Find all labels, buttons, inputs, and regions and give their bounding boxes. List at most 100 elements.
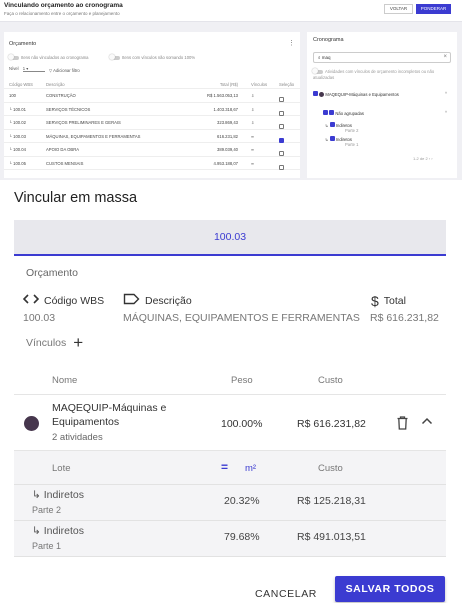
link-icon: ∞ (251, 147, 254, 152)
level-value[interactable]: 1 ▾ (22, 66, 45, 72)
unit-label: m² (245, 463, 257, 474)
orcamento-table: Código WBS Descrição Total (R$) Vínculos… (4, 80, 300, 170)
cancel-button[interactable]: CANCELAR (245, 582, 327, 603)
chevron-up-icon[interactable]: ^ (445, 91, 447, 96)
cronograma-panel-title: Cronograma (313, 37, 344, 43)
orcamento-panel-title: Orçamento (9, 41, 37, 47)
col-lote: Lote (52, 463, 71, 474)
row-checkbox[interactable] (279, 151, 284, 156)
level-label: Nível (9, 66, 19, 71)
subgroup-checkbox[interactable] (323, 110, 328, 115)
tree-item[interactable]: ↳ Indiretos Parte 2 (325, 122, 359, 133)
save-all-button[interactable]: SALVAR TODOS (335, 576, 445, 602)
lote-name: ↳ Indiretos (32, 489, 85, 501)
trash-icon[interactable] (397, 416, 408, 435)
subgroup-checkbox[interactable] (329, 110, 335, 115)
row-checkbox[interactable] (279, 110, 284, 116)
group-peso: 100.00% (221, 418, 263, 430)
table-row[interactable]: └ 100.02 SERVIÇOS PRELIMINARES E GERAIS 32… (4, 116, 300, 130)
search-input[interactable]: ⌕ maq × (313, 52, 451, 63)
subdirectory-arrow-icon: ↳ (32, 525, 41, 537)
filter-icon: ▽ (49, 68, 53, 73)
toggle-switch[interactable] (312, 68, 323, 75)
page-title: Vinculando orçamento ao cronograma (4, 2, 123, 9)
total-header: $ Total (371, 293, 406, 309)
group-color-dot (319, 92, 325, 98)
codigo-wbs-header: Código WBS (22, 293, 104, 308)
lote-parte: Parte 2 (32, 505, 62, 515)
close-icon[interactable]: × (443, 54, 447, 60)
link-icon: ∞ (251, 160, 254, 166)
group-name: MAQEQUIP-Máquinas e Equipamentos (52, 402, 167, 428)
toggle-atividades[interactable]: Atividades com vínculos de orçamento inc… (312, 68, 435, 80)
cronograma-panel: Cronograma ⌕ maq × Atividades com víncul… (307, 32, 457, 178)
tree-group-row[interactable]: MAQEQUIP-Máquinas e Equipamentos ^ (313, 91, 447, 98)
kebab-icon[interactable]: ⋮ (288, 40, 295, 47)
tree-subgroup-row[interactable]: Não agrupadas ^ (323, 110, 447, 116)
col-custo: Custo (318, 463, 343, 474)
add-filter-button[interactable]: ▽ Adicionar filtro (49, 68, 80, 73)
app-header: Vinculando orçamento ao cronograma Faça … (0, 0, 462, 22)
vinculos-table-header: Nome Peso Custo (14, 363, 446, 395)
level-select[interactable]: Nível 1 ▾ (9, 66, 45, 72)
toggle-nao-vinculados[interactable]: Itens não vinculados ao cronograma (8, 54, 89, 61)
add-icon[interactable]: + (73, 333, 84, 352)
toggle-label: Itens não vinculados ao cronograma (21, 55, 89, 60)
col-peso: Peso (231, 375, 253, 386)
label-icon (123, 293, 140, 308)
voltar-button[interactable]: VOLTAR (384, 4, 413, 14)
tab-100-03[interactable]: 100.03 (14, 220, 446, 256)
lote-custo: R$ 125.218,31 (297, 495, 366, 507)
lote-peso: 20.32% (224, 495, 260, 507)
table-row[interactable]: ↳ Indiretos Parte 2 20.32% R$ 125.218,31 (14, 485, 446, 521)
lote-parte: Parte 1 (32, 541, 62, 551)
background-app: Vinculando orçamento ao cronograma Faça … (0, 0, 462, 180)
page-subtitle: Faça o relacionamento entre o orçamento … (4, 11, 120, 16)
row-checkbox[interactable] (279, 124, 284, 129)
chevron-up-icon[interactable]: ^ (445, 110, 447, 115)
table-row[interactable]: └ 100.04 APOIO DA OBRA 389.039,40 ∞ (4, 143, 300, 157)
col-custo: Custo (318, 375, 343, 386)
dialog-title: Vincular em massa (14, 190, 138, 206)
group-checkbox[interactable] (313, 91, 318, 96)
group-custo: R$ 616.231,82 (297, 418, 366, 430)
search-icon: ⌕ (318, 55, 321, 60)
table-row[interactable]: 100 CONSTRUÇÃO R$ 1.563.053,13 ⇩ (4, 89, 300, 103)
subdirectory-arrow-icon: ↳ (32, 489, 41, 501)
toggle-switch[interactable] (8, 54, 19, 61)
vincular-em-massa-dialog: Vincular em massa 100.03 Orçamento Códig… (0, 180, 462, 603)
table-row[interactable]: └ 100.05 CUSTOS MENSAIS 4.953.188,07 ∞ (4, 157, 300, 170)
toggle-nao-somando[interactable]: Itens com vínculos não somando 100% (109, 54, 196, 61)
row-checkbox[interactable] (279, 164, 284, 170)
table-row[interactable]: └ 100.03 MÁQUINAS, EQUIPAMENTOS E FERRAME… (4, 130, 300, 143)
chevron-up-icon[interactable] (421, 414, 433, 428)
row-checkbox[interactable] (279, 137, 284, 143)
link-icon: ⇩ (251, 120, 255, 125)
lote-name: ↳ Indiretos (32, 525, 85, 537)
orcamento-panel: Orçamento ⋮ Itens não vinculados ao cron… (4, 32, 300, 178)
tree-item[interactable]: ↳ Indiretos Parte 1 (325, 136, 359, 147)
link-icon: ∞ (251, 133, 254, 139)
descricao-value: MÁQUINAS, EQUIPAMENTOS E FERRAMENTAS (123, 312, 360, 324)
equal-icon[interactable]: = (221, 460, 229, 474)
dollar-icon: $ (371, 293, 379, 309)
tab-label: 100.03 (213, 231, 247, 243)
link-icon: ⇩ (251, 106, 255, 112)
vinculos-header: Vínculos + (26, 333, 84, 352)
group-color-dot (24, 416, 39, 431)
item-checkbox[interactable] (329, 122, 335, 127)
table-row[interactable]: ↳ Indiretos Parte 1 79.68% R$ 491.013,51 (14, 521, 446, 557)
code-icon (22, 293, 40, 308)
table-row[interactable]: MAQEQUIP-Máquinas e Equipamentos 2 ativi… (14, 395, 446, 451)
total-value: R$ 616.231,82 (370, 312, 439, 324)
lote-table: Lote = m² Custo ↳ Indiretos Parte 2 20.3… (14, 451, 446, 557)
toggle-switch[interactable] (109, 54, 120, 61)
row-checkbox[interactable] (279, 97, 284, 102)
ponderar-button[interactable]: PONDERAR (416, 4, 451, 14)
toggle-label: Itens com vínculos não somando 100% (122, 55, 196, 60)
table-row[interactable]: └ 100.01 SERVIÇOS TÉCNICOS 1.403.318,67 ⇩ (4, 103, 300, 116)
orcamento-section-label: Orçamento (26, 267, 78, 279)
item-checkbox[interactable] (329, 136, 335, 141)
lote-custo: R$ 491.013,51 (297, 531, 366, 543)
col-nome: Nome (52, 375, 78, 386)
